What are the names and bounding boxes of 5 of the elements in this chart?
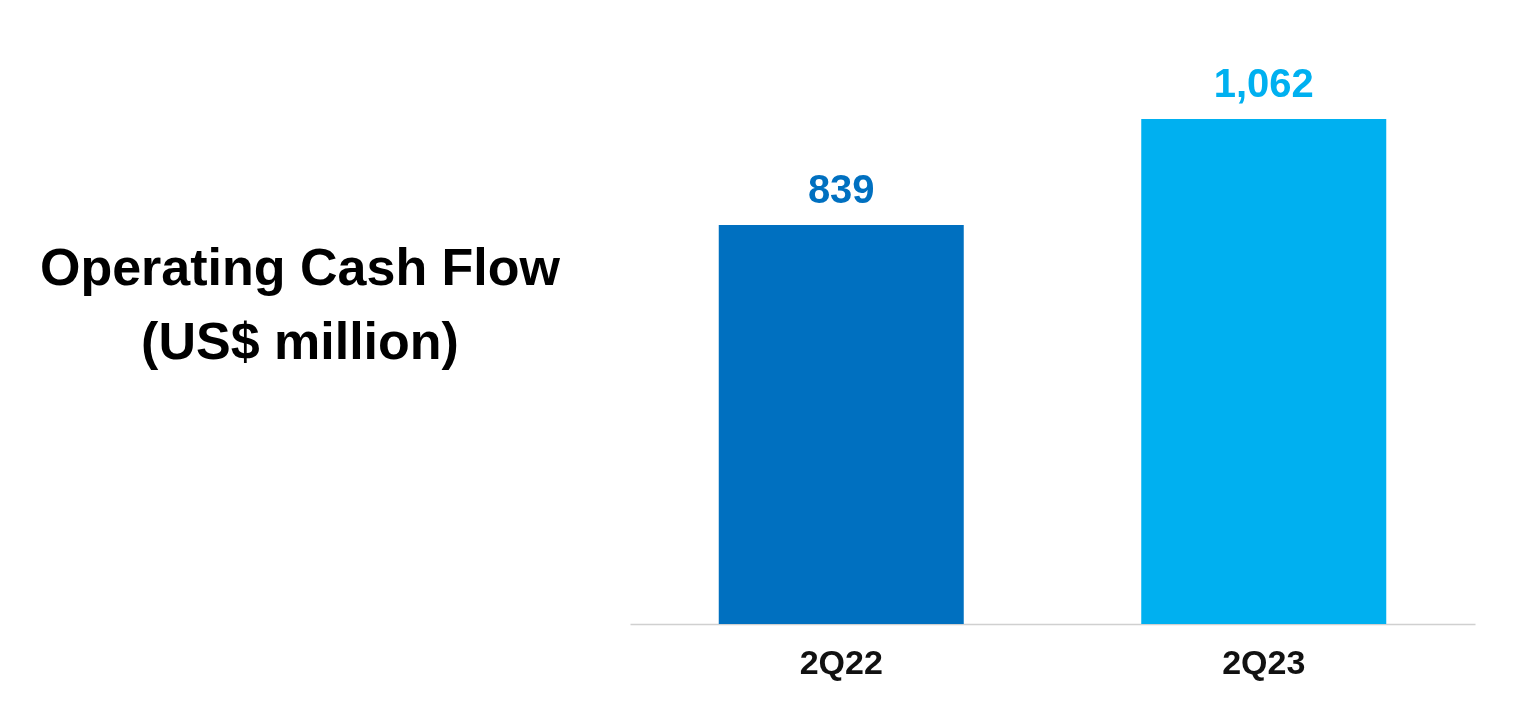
x-tick-label: 2Q22: [799, 642, 883, 681]
data-label: 1,062: [1213, 61, 1314, 105]
data-label: 839: [807, 167, 875, 212]
text: Operating Cash Flow (US$ million): [39, 238, 561, 370]
x-tick-label: 2Q23: [1222, 642, 1306, 681]
